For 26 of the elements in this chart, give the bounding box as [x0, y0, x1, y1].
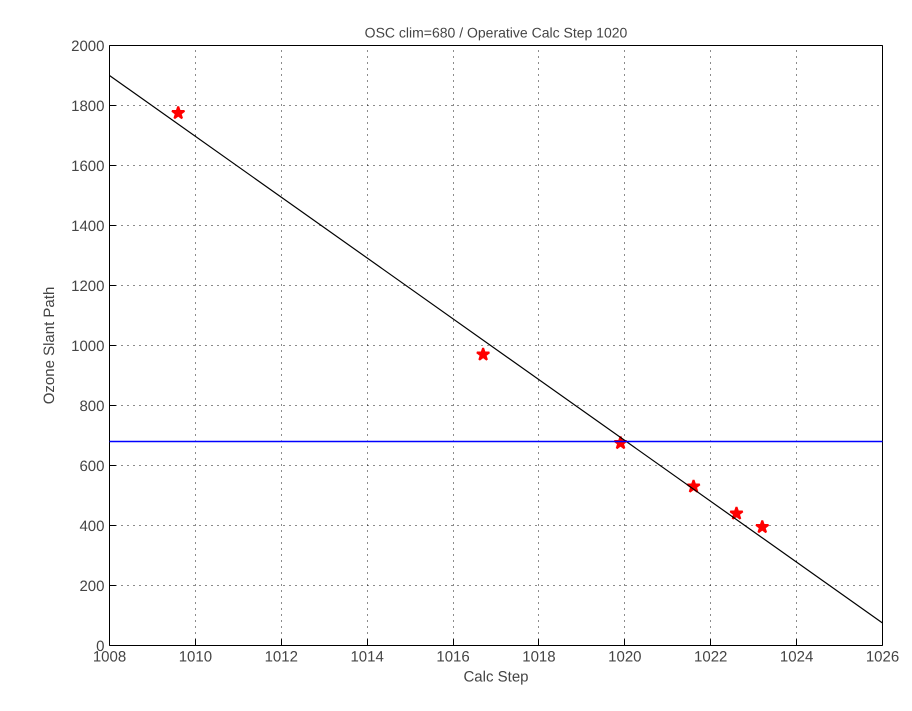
y-tick-label: 800	[79, 398, 105, 415]
y-tick-label: 1600	[71, 158, 105, 175]
y-tick-label: 1800	[71, 98, 105, 115]
x-axis-title: Calc Step	[463, 668, 529, 686]
y-tick-label: 1400	[71, 218, 105, 235]
x-tick-label: 1014	[350, 648, 384, 666]
y-tick-label: 2000	[71, 38, 105, 55]
x-tick-label: 1026	[866, 648, 900, 666]
x-tick-label: 1018	[522, 648, 556, 666]
x-tick-label: 1010	[178, 648, 212, 666]
y-tick-label: 200	[79, 578, 105, 595]
x-tick-label: 1016	[436, 648, 470, 666]
x-tick-label: 1024	[780, 648, 814, 666]
x-tick-label: 1012	[264, 648, 298, 666]
y-axis-title: Ozone Slant Path	[41, 286, 58, 404]
point	[729, 506, 744, 520]
y-tick-label: 600	[79, 458, 105, 475]
chart-title: OSC clim=680 / Operative Calc Step 1020	[364, 24, 628, 40]
point	[476, 347, 490, 361]
y-tick-label: 1000	[71, 338, 105, 355]
y-tick-label: 400	[79, 518, 105, 535]
x-tick-label: 1022	[694, 648, 728, 666]
y-tick-label: 1200	[71, 278, 105, 295]
point	[171, 106, 186, 120]
x-tick-label: 1020	[608, 648, 642, 666]
point	[755, 520, 770, 534]
